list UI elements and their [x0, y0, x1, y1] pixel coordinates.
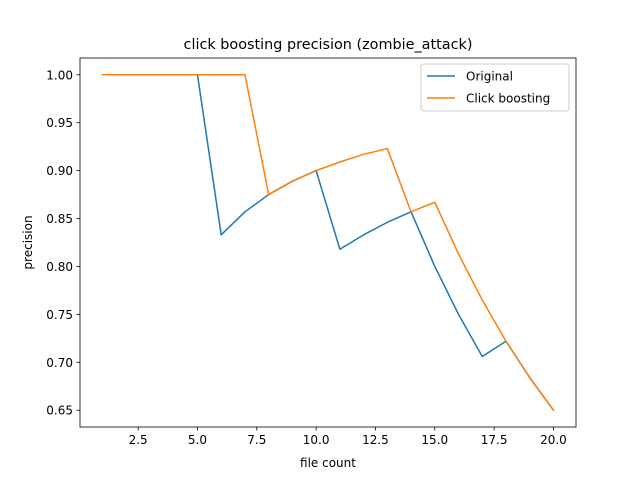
legend-label-1: Click boosting [466, 92, 550, 106]
y-tick-label: 0.90 [46, 164, 73, 178]
y-tick-label: 0.70 [46, 356, 73, 370]
series-line-1 [101, 74, 555, 412]
legend-box [420, 63, 570, 112]
plot-area [101, 74, 555, 412]
x-tick-label: 12.5 [362, 433, 389, 447]
chart-title: click boosting precision (zombie_attack) [184, 37, 473, 53]
y-axis: 0.65 0.70 0.75 0.80 0.85 0.90 0.95 1.00 [46, 68, 80, 418]
x-tick-label: 2.5 [129, 433, 148, 447]
x-tick-label: 10.0 [303, 433, 330, 447]
x-tick-label: 7.5 [247, 433, 266, 447]
y-axis-label: precision [21, 215, 35, 269]
x-tick-label: 5.0 [188, 433, 207, 447]
x-tick-label: 15.0 [421, 433, 448, 447]
y-tick-label: 0.85 [46, 212, 73, 226]
y-tick-label: 0.80 [46, 260, 73, 274]
y-tick-label: 0.65 [46, 404, 73, 418]
x-tick-label: 20.0 [540, 433, 567, 447]
axes-frame [79, 57, 577, 428]
y-tick-label: 1.00 [46, 68, 73, 82]
x-tick-label: 17.5 [481, 433, 508, 447]
legend: Original Click boosting [420, 63, 570, 112]
legend-label-0: Original [466, 70, 513, 84]
x-axis: 2.5 5.0 7.5 10.0 12.5 15.0 17.5 20.0 [129, 427, 567, 447]
x-axis-label: file count [300, 456, 356, 470]
y-tick-label: 0.75 [46, 308, 73, 322]
y-tick-label: 0.95 [46, 116, 73, 130]
